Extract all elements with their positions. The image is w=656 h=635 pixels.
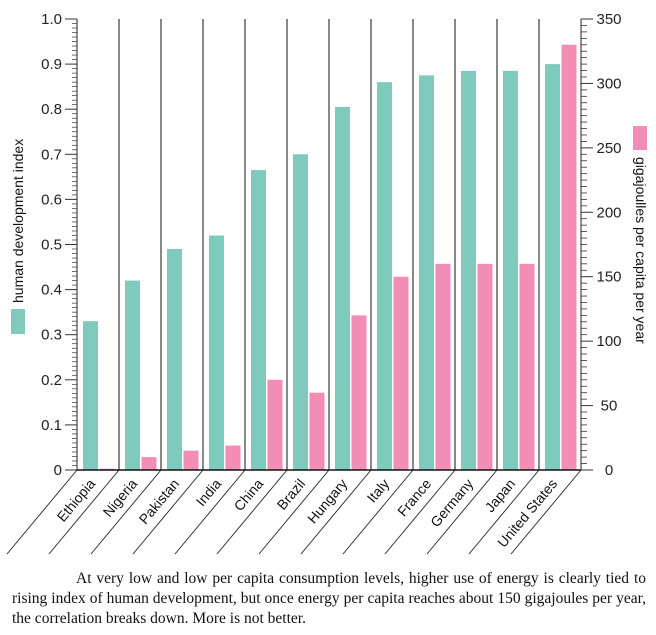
right-tick-label: 350 — [596, 11, 621, 28]
right-axis: 0 50 100 150 200 250 300 350 — [580, 11, 622, 479]
category-label-divider — [132, 469, 204, 555]
bar-energy-china — [267, 379, 283, 470]
left-tick-label: 0.3 — [41, 327, 62, 344]
category-label: Brazil — [274, 476, 309, 513]
category-label: India — [193, 475, 225, 509]
bar-energy-pakistan — [183, 450, 199, 470]
bar-hdi-brazil — [293, 154, 308, 471]
bar-hdi-germany — [461, 70, 476, 471]
left-tick-label: 0.1 — [41, 417, 62, 434]
bar-hdi-china — [251, 170, 266, 470]
bar-hdi-italy — [377, 82, 392, 470]
bar-hdi-nigeria — [125, 280, 140, 470]
category-label-divider — [384, 469, 456, 555]
right-tick-label: 50 — [601, 398, 618, 415]
right-tick-label: 250 — [596, 140, 621, 157]
left-tick-label: 0.4 — [41, 282, 62, 299]
category-label-divider — [90, 469, 162, 555]
category-label: Hungary — [304, 476, 350, 527]
bar-energy-hungary — [351, 315, 367, 470]
bar-energy-japan — [519, 263, 535, 470]
category-label-divider — [174, 469, 246, 555]
legend-left: human development index — [10, 139, 26, 334]
category-separators — [118, 19, 540, 470]
bar-energy-germany — [477, 263, 493, 470]
bar-hdi-ethiopia — [83, 321, 98, 470]
bar-hdi-india — [209, 235, 224, 470]
category-label: Germany — [427, 476, 476, 530]
bar-energy-nigeria — [141, 457, 157, 470]
bar-hdi-united-states — [545, 64, 560, 470]
legend-swatch-energy — [633, 126, 647, 150]
left-tick-label: 1.0 — [41, 11, 62, 28]
bar-energy-italy — [393, 276, 409, 470]
chart: 0 0.1 0.2 0.3 0.4 0.5 0.6 0.7 0.8 0.9 1.0 0 50 100 15… — [6, 11, 649, 555]
category-label: Italy — [364, 476, 393, 506]
left-tick-label: 0.7 — [41, 146, 62, 163]
left-tick-label: 0 — [54, 462, 62, 479]
category-label: Pakistan — [136, 476, 183, 527]
bar-energy-france — [435, 263, 451, 470]
category-label-divider — [216, 469, 288, 555]
left-tick-label: 0.2 — [41, 372, 62, 389]
left-axis: 0 0.1 0.2 0.3 0.4 0.5 0.6 0.7 0.8 0.9 1.0 — [41, 11, 78, 479]
right-tick-label: 0 — [605, 462, 613, 479]
category-label-divider — [258, 469, 330, 555]
category-label: Ethiopia — [54, 475, 99, 524]
category-label-divider — [48, 469, 120, 555]
category-label: Nigeria — [100, 475, 141, 519]
left-axis-title: human development index — [10, 139, 26, 303]
right-tick-label: 150 — [596, 269, 621, 286]
right-tick-label: 100 — [596, 333, 621, 350]
category-label-divider — [300, 469, 372, 555]
category-label-divider — [342, 469, 414, 555]
figure-caption: At very low and low per capita consumpti… — [12, 570, 646, 627]
bars — [83, 44, 577, 471]
bar-hdi-pakistan — [167, 249, 182, 470]
legend-swatch-hdi — [11, 309, 25, 334]
left-tick-label: 0.6 — [41, 191, 62, 208]
bar-energy-india — [225, 445, 241, 470]
category-label-divider — [510, 469, 582, 555]
category-label-divider — [468, 469, 540, 555]
left-tick-label: 0.9 — [41, 56, 62, 73]
bar-hdi-france — [419, 75, 434, 470]
right-axis-title: gigajoulles per capita per year — [633, 157, 649, 344]
bar-hdi-japan — [503, 70, 518, 471]
right-tick-label: 300 — [596, 75, 621, 92]
bar-energy-brazil — [309, 392, 325, 470]
legend-right: gigajoulles per capita per year — [633, 126, 649, 344]
category-label-divider — [6, 469, 78, 555]
bar-energy-united-states — [561, 44, 577, 471]
bar-hdi-hungary — [335, 106, 350, 470]
left-tick-label: 0.8 — [41, 101, 62, 118]
category-label: France — [394, 475, 434, 519]
category-label-divider — [426, 469, 498, 555]
right-tick-label: 200 — [596, 204, 621, 221]
left-tick-label: 0.5 — [41, 237, 62, 254]
